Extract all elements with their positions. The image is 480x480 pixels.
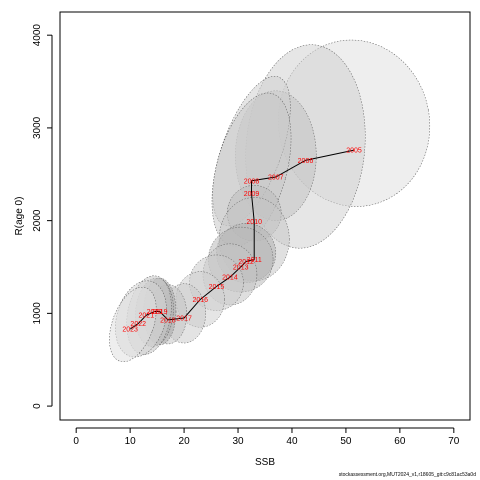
y-axis-title: R(age 0) xyxy=(14,197,25,236)
year-label: 2016 xyxy=(192,297,208,304)
year-label: 2015 xyxy=(209,284,225,291)
trajectory-line xyxy=(129,149,355,330)
year-label: 2012 xyxy=(238,259,254,266)
year-label: 2018 xyxy=(160,317,176,324)
year-label: 2017 xyxy=(176,316,192,323)
year-label: 2021 xyxy=(139,313,155,320)
trajectory-polyline xyxy=(129,149,355,330)
confidence-ellipse xyxy=(109,286,157,363)
year-label: 2010 xyxy=(246,219,262,226)
year-label: 2020 xyxy=(147,309,163,316)
x-tick-label: 50 xyxy=(340,436,352,447)
year-label: 2005 xyxy=(346,148,362,155)
axes: 0 10 20 30 40 50 60 70 0 1000 2000 3000 4000 xyxy=(32,24,460,447)
x-tick-label: 10 xyxy=(125,436,137,447)
year-label: 2023 xyxy=(122,327,138,334)
x-tick-label: 30 xyxy=(232,436,244,447)
x-axis-title: SSB xyxy=(255,457,275,468)
footer-credit: stockassessment.org,MUT2024_v1,r18605_gi… xyxy=(338,472,476,478)
year-label: 2011 xyxy=(247,257,262,264)
y-tick-label: 1000 xyxy=(32,302,43,325)
x-tick-label: 0 xyxy=(73,436,79,447)
y-tick-label: 2000 xyxy=(32,209,43,232)
year-label: 2008 xyxy=(244,178,260,185)
year-label: 2009 xyxy=(244,191,260,198)
year-label: 2013 xyxy=(233,265,249,272)
y-tick-label: 4000 xyxy=(32,24,43,47)
x-tick-label: 70 xyxy=(448,436,460,447)
y-tick-label: 3000 xyxy=(32,116,43,139)
year-label: 2007 xyxy=(268,175,284,182)
y-tick-label: 0 xyxy=(32,403,43,409)
year-label: 2022 xyxy=(130,321,146,328)
x-tick-label: 40 xyxy=(286,436,298,447)
year-label: 2019 xyxy=(152,309,168,316)
x-tick-label: 60 xyxy=(394,436,406,447)
x-tick-label: 20 xyxy=(179,436,191,447)
plot-frame xyxy=(59,11,471,421)
year-label: 2014 xyxy=(222,275,238,282)
year-label: 2006 xyxy=(298,158,314,165)
